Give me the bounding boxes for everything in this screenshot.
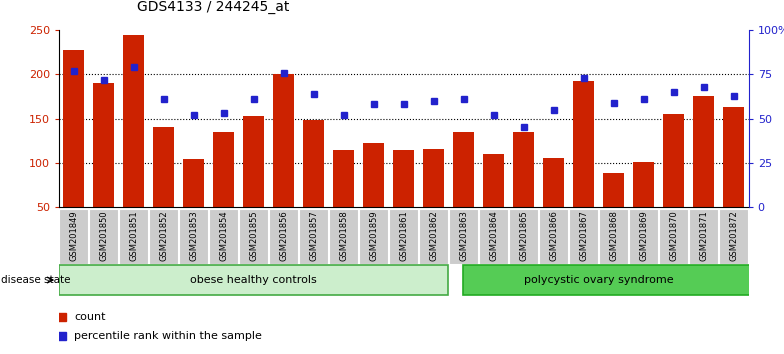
Bar bbox=[329, 209, 358, 264]
Bar bbox=[449, 209, 478, 264]
Bar bbox=[720, 209, 748, 264]
Text: obese healthy controls: obese healthy controls bbox=[191, 275, 318, 285]
Bar bbox=[333, 150, 354, 207]
Bar bbox=[539, 209, 568, 264]
Bar bbox=[363, 143, 384, 207]
Text: GSM201855: GSM201855 bbox=[249, 211, 258, 261]
Bar bbox=[630, 209, 658, 264]
Text: GSM201858: GSM201858 bbox=[339, 211, 348, 261]
Bar bbox=[243, 116, 264, 207]
Text: GSM201853: GSM201853 bbox=[189, 211, 198, 261]
Bar bbox=[659, 209, 688, 264]
Bar bbox=[150, 209, 178, 264]
Bar bbox=[693, 96, 714, 207]
Text: GSM201851: GSM201851 bbox=[129, 211, 138, 261]
Bar bbox=[213, 132, 234, 207]
Text: GSM201868: GSM201868 bbox=[609, 211, 619, 261]
Bar bbox=[569, 209, 598, 264]
Bar bbox=[510, 209, 538, 264]
Bar bbox=[270, 209, 298, 264]
Text: GSM201872: GSM201872 bbox=[729, 211, 739, 261]
Text: GSM201850: GSM201850 bbox=[100, 211, 108, 261]
Text: GSM201856: GSM201856 bbox=[279, 211, 289, 261]
Bar bbox=[123, 35, 144, 207]
Text: GSM201863: GSM201863 bbox=[459, 211, 468, 261]
Bar bbox=[60, 265, 448, 295]
Text: count: count bbox=[74, 312, 106, 322]
Bar bbox=[299, 209, 328, 264]
Text: disease state: disease state bbox=[1, 275, 71, 285]
Text: GSM201861: GSM201861 bbox=[399, 211, 408, 261]
Bar bbox=[483, 154, 504, 207]
Bar bbox=[60, 209, 88, 264]
Bar bbox=[239, 209, 268, 264]
Bar bbox=[390, 209, 418, 264]
Bar bbox=[274, 74, 294, 207]
Text: GSM201862: GSM201862 bbox=[430, 211, 438, 261]
Text: GSM201849: GSM201849 bbox=[69, 211, 78, 261]
Text: GSM201869: GSM201869 bbox=[639, 211, 648, 261]
Bar bbox=[573, 81, 594, 207]
Bar bbox=[453, 132, 474, 207]
Text: GSM201859: GSM201859 bbox=[369, 211, 378, 261]
Bar bbox=[419, 209, 448, 264]
Bar bbox=[119, 209, 148, 264]
Bar bbox=[359, 209, 388, 264]
Bar bbox=[180, 209, 209, 264]
Text: GSM201867: GSM201867 bbox=[579, 211, 588, 261]
Bar bbox=[603, 172, 624, 207]
Text: GSM201866: GSM201866 bbox=[550, 211, 558, 261]
Bar bbox=[93, 83, 114, 207]
Bar bbox=[89, 209, 118, 264]
Bar bbox=[663, 114, 684, 207]
Bar bbox=[423, 149, 445, 207]
Bar bbox=[463, 265, 775, 295]
Text: GSM201870: GSM201870 bbox=[670, 211, 678, 261]
Bar bbox=[479, 209, 508, 264]
Bar bbox=[599, 209, 628, 264]
Bar bbox=[154, 127, 174, 207]
Bar bbox=[303, 120, 325, 207]
Text: GSM201865: GSM201865 bbox=[519, 211, 528, 261]
Text: polycystic ovary syndrome: polycystic ovary syndrome bbox=[524, 275, 673, 285]
Bar bbox=[183, 159, 205, 207]
Bar bbox=[723, 107, 744, 207]
Text: GSM201852: GSM201852 bbox=[159, 211, 169, 261]
Bar bbox=[209, 209, 238, 264]
Bar bbox=[633, 162, 654, 207]
Text: GSM201854: GSM201854 bbox=[220, 211, 228, 261]
Text: percentile rank within the sample: percentile rank within the sample bbox=[74, 331, 263, 341]
Text: GSM201864: GSM201864 bbox=[489, 211, 499, 261]
Bar bbox=[689, 209, 718, 264]
Text: GDS4133 / 244245_at: GDS4133 / 244245_at bbox=[137, 0, 289, 14]
Bar bbox=[64, 50, 85, 207]
Bar bbox=[543, 159, 564, 207]
Text: GSM201871: GSM201871 bbox=[699, 211, 708, 261]
Bar bbox=[394, 149, 414, 207]
Text: GSM201857: GSM201857 bbox=[309, 211, 318, 261]
Bar bbox=[514, 132, 534, 207]
